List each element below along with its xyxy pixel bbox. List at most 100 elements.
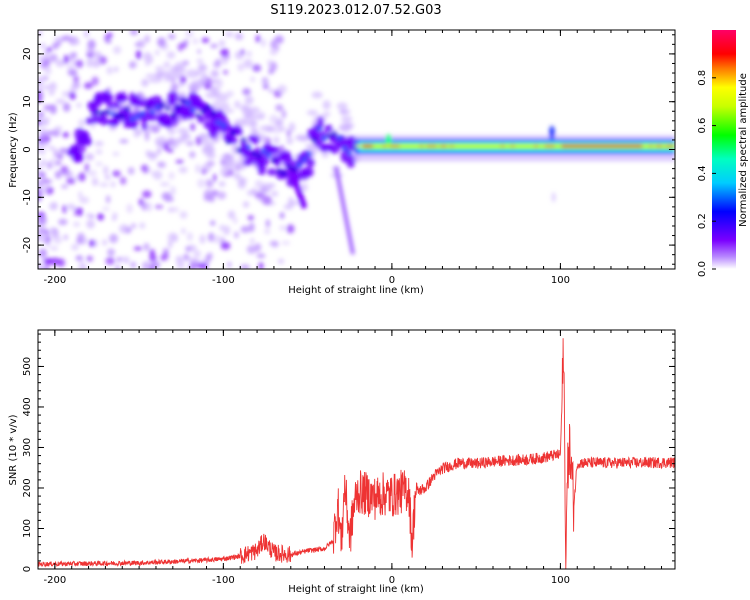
spectral-blob <box>197 178 206 188</box>
spectral-blob <box>206 179 214 189</box>
spectral-blob <box>54 170 62 180</box>
spectral-blob <box>220 57 228 65</box>
spectral-blob <box>240 117 249 123</box>
spectral-blob <box>38 86 44 92</box>
spectral-blob <box>185 140 194 147</box>
spectral-blob <box>205 253 211 264</box>
spectral-blob <box>199 132 207 139</box>
spectral-blob <box>207 232 215 242</box>
spectral-blob <box>213 60 221 69</box>
spectrogram-x-label: Height of straight line (km) <box>288 285 424 296</box>
spectral-blob <box>177 72 185 79</box>
spectral-blob <box>198 262 209 269</box>
spectral-blob <box>180 98 186 104</box>
spectral-blob <box>190 107 196 113</box>
spectral-blob <box>86 255 94 262</box>
spectral-blob <box>112 212 118 219</box>
x-tick-label: -100 <box>212 275 235 286</box>
spectral-blob <box>183 253 189 260</box>
spectral-blob <box>281 170 287 176</box>
spectral-blob <box>341 115 353 123</box>
spectral-blob <box>336 102 348 110</box>
y-tick-label: -10 <box>22 189 33 205</box>
spectral-blob <box>233 217 238 224</box>
spectral-blob <box>38 171 47 179</box>
spectral-blob <box>195 164 201 174</box>
spectral-blob <box>273 136 280 144</box>
spectral-blob <box>107 32 113 39</box>
spectral-blob <box>163 74 172 82</box>
spectral-blob <box>216 92 229 103</box>
spectral-blob <box>316 126 322 132</box>
spectral-blob <box>66 177 76 185</box>
spectral-blob <box>141 201 148 211</box>
x-tick-label: 0 <box>389 275 395 286</box>
spectral-blob <box>219 102 230 110</box>
spectral-blob <box>202 141 215 148</box>
spectral-blob <box>265 219 271 228</box>
spectral-blob <box>77 207 83 217</box>
spectral-blob <box>260 38 267 48</box>
spectral-blob <box>350 250 355 256</box>
spectral-blob <box>270 190 279 197</box>
spectral-blob <box>266 59 273 67</box>
spectral-blob <box>271 158 277 164</box>
spectral-blob <box>40 42 46 50</box>
spectral-blob <box>226 90 234 98</box>
spectral-blob <box>42 57 51 68</box>
spectral-blob <box>230 130 236 136</box>
spectral-blob <box>237 180 247 190</box>
spectral-blob <box>218 39 226 47</box>
spectral-blob <box>99 56 107 65</box>
spectral-blob <box>241 137 247 143</box>
spectral-blob <box>133 246 143 251</box>
spectral-blob <box>195 135 203 146</box>
band-core <box>668 144 675 148</box>
y-tick-label: 20 <box>22 48 33 61</box>
spectral-blob <box>146 152 159 158</box>
spectral-blob <box>261 182 272 193</box>
colorbar-tick-label: 0.8 <box>697 70 708 86</box>
x-tick-label: 100 <box>551 575 570 586</box>
spectral-blob <box>187 244 197 252</box>
spectral-blob <box>296 162 302 168</box>
spectral-blob <box>261 79 270 85</box>
spectral-blob <box>193 249 201 258</box>
spectral-blob <box>129 61 136 69</box>
spectral-blob <box>142 164 149 174</box>
spectral-blob <box>311 91 323 99</box>
spectral-blob <box>227 261 232 268</box>
spectral-blob <box>38 92 45 100</box>
spectral-blob <box>40 182 50 193</box>
spectral-blob <box>197 65 208 71</box>
spectral-blob <box>246 144 252 150</box>
spectral-blob <box>175 255 184 264</box>
spectral-blob <box>145 123 156 132</box>
x-tick-label: 0 <box>389 575 395 586</box>
spectral-blob <box>332 131 338 137</box>
spectral-blob <box>202 145 215 156</box>
spectral-blob <box>279 225 287 231</box>
spectral-blob <box>119 113 125 119</box>
spectral-blob <box>124 106 130 112</box>
spectral-blob <box>105 195 111 204</box>
spectral-blob <box>114 113 120 119</box>
spectral-blob <box>175 104 181 110</box>
spectral-blob <box>86 57 93 68</box>
spectral-blob <box>135 99 146 108</box>
spectral-blob <box>255 34 261 43</box>
spectral-blob <box>84 162 90 173</box>
spectral-blob <box>175 159 184 164</box>
spectral-blob <box>75 102 83 109</box>
spectrogram-heatmap <box>38 30 675 269</box>
spectral-blob <box>102 206 110 212</box>
spectral-blob <box>129 116 135 122</box>
spectral-blob <box>220 167 232 178</box>
spectral-blob <box>106 66 114 75</box>
band-spike <box>551 192 556 203</box>
snr-frame <box>37 329 676 570</box>
spectral-blob <box>43 50 49 61</box>
spectral-blob <box>43 105 54 112</box>
spectral-blob <box>286 137 294 145</box>
spectral-blob <box>150 171 156 177</box>
